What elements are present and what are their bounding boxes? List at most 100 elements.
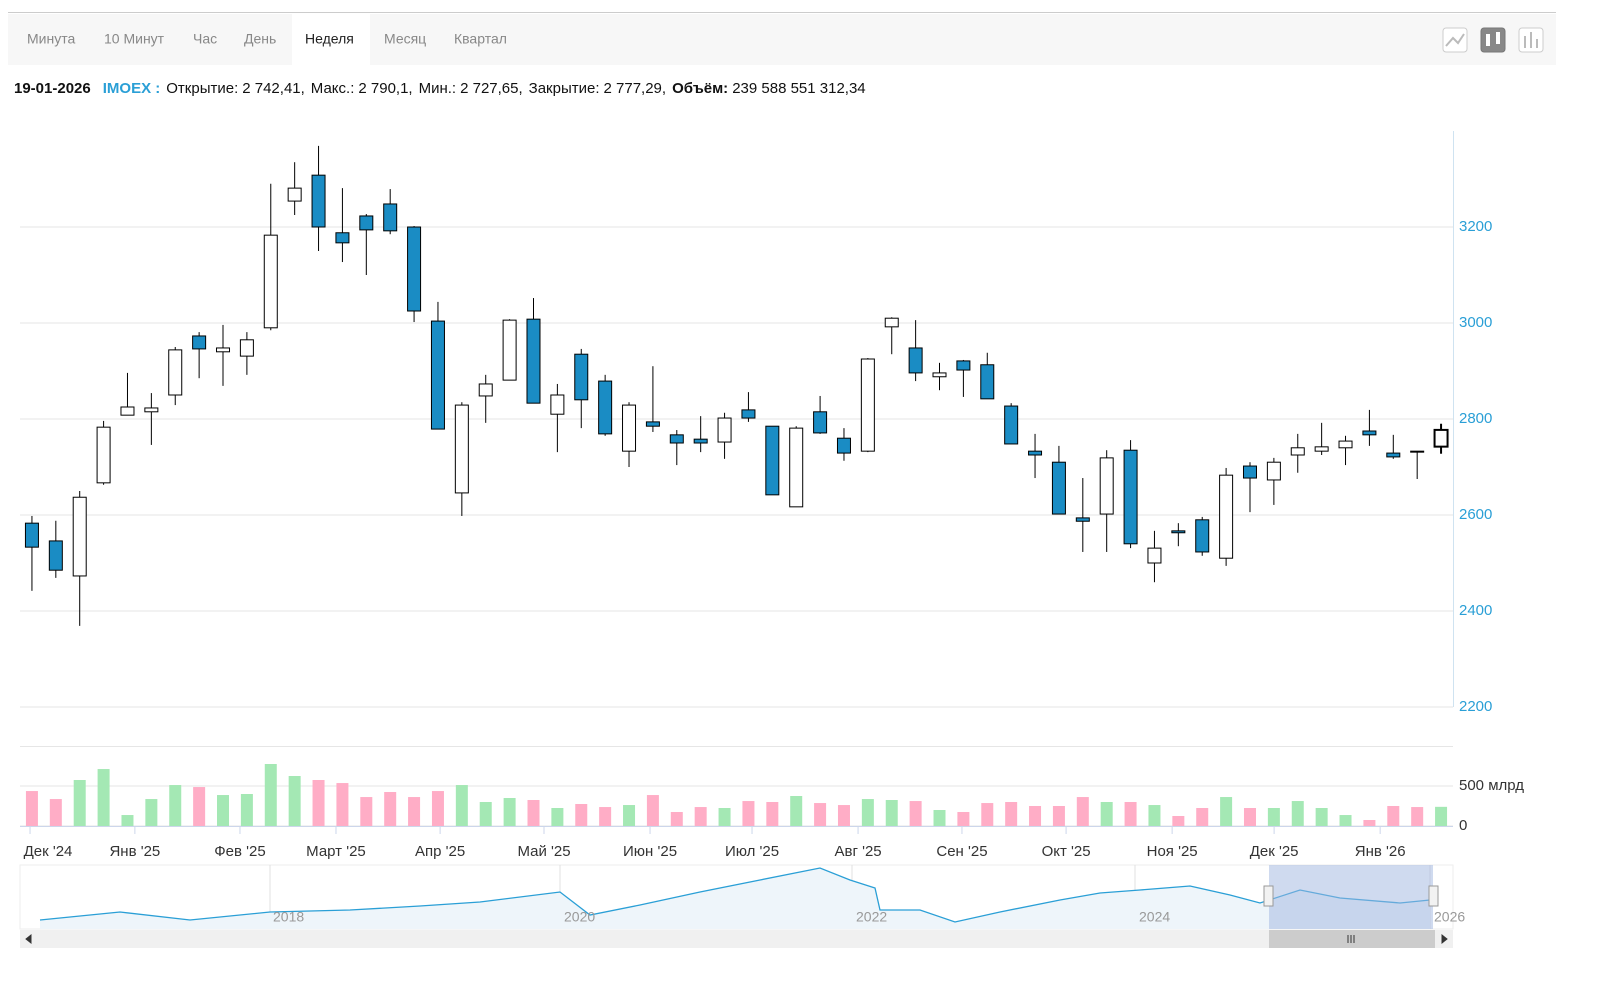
header-date: 19-01-2026 xyxy=(14,80,91,97)
candle-body xyxy=(717,417,732,443)
volume-bar xyxy=(1076,797,1089,826)
candle-body xyxy=(1147,547,1162,564)
navigator-handle[interactable] xyxy=(1263,885,1274,907)
volume-bar xyxy=(240,794,253,826)
x-tick-label: Фев '25 xyxy=(214,843,265,860)
volume-bar xyxy=(1339,815,1352,826)
candle-body xyxy=(956,360,971,371)
candle-body xyxy=(1219,474,1234,559)
header-value: 2 790,1, xyxy=(358,80,412,97)
tab[interactable]: Месяц xyxy=(384,31,426,47)
candle-body xyxy=(96,426,111,484)
candle-body xyxy=(693,438,708,444)
tab[interactable]: Квартал xyxy=(454,31,507,47)
tab[interactable]: Минута xyxy=(27,31,75,47)
volume-bar xyxy=(455,785,468,826)
tab[interactable]: День xyxy=(244,31,276,47)
volume-bar xyxy=(599,807,612,826)
volume-bar xyxy=(885,800,898,826)
x-tick-label: Авг '25 xyxy=(834,843,881,860)
x-tick-label: Дек '25 xyxy=(1250,843,1299,860)
volume-bar xyxy=(1387,806,1400,826)
y-tick-label: 2400 xyxy=(1459,602,1492,619)
tab[interactable]: Час xyxy=(193,31,217,47)
candle-body xyxy=(574,353,589,401)
candle-body xyxy=(1338,440,1353,449)
candle-icon[interactable] xyxy=(1480,27,1506,53)
volume-bar xyxy=(742,801,755,826)
candle-body xyxy=(144,407,159,413)
candle-body xyxy=(1075,517,1090,522)
volume-bar xyxy=(1172,816,1185,826)
tab[interactable]: Неделя xyxy=(305,31,354,47)
candle-body xyxy=(836,437,851,454)
volume-bar xyxy=(1411,807,1424,826)
candle-body xyxy=(120,406,135,416)
volume-bar xyxy=(312,780,325,826)
volume-bar xyxy=(503,798,516,826)
tab-bar xyxy=(8,14,1556,65)
candle-body xyxy=(526,318,541,404)
candle-icon-glyph xyxy=(1486,34,1490,46)
navigator-handle[interactable] xyxy=(1428,885,1439,907)
volume-bar xyxy=(145,799,158,826)
candle-body xyxy=(1099,457,1114,515)
volume-bar xyxy=(694,807,707,826)
candle-body xyxy=(598,380,613,435)
volume-bar xyxy=(1267,808,1280,826)
candle-body xyxy=(980,364,995,400)
candle-body xyxy=(1028,450,1043,456)
volume-bar xyxy=(1124,802,1137,826)
volume-bar xyxy=(909,801,922,826)
volume-bar xyxy=(527,800,540,826)
volume-bar xyxy=(1100,802,1113,826)
candle-body xyxy=(908,347,923,374)
volume-bar xyxy=(264,764,277,826)
navigator-line xyxy=(39,867,1431,923)
volume-bar xyxy=(718,808,731,826)
candle-body xyxy=(454,404,469,494)
scrollbar-thumb[interactable] xyxy=(1269,930,1435,948)
volume-bar xyxy=(646,795,659,826)
candle-body xyxy=(1266,461,1281,481)
candle-body xyxy=(645,421,660,427)
bar-icon-glyph xyxy=(1524,32,1538,48)
scrollbar-arrows xyxy=(25,933,1448,945)
candle-body xyxy=(359,215,374,231)
toolbar-icons xyxy=(1442,27,1544,53)
candle-body xyxy=(1004,405,1019,445)
candle-body xyxy=(1123,449,1138,545)
volume-bar xyxy=(431,791,444,826)
candle-body xyxy=(216,347,231,353)
candle-body xyxy=(311,174,326,228)
volume-bar xyxy=(97,769,110,826)
x-tick-label: Март '25 xyxy=(306,843,366,860)
candle-body xyxy=(239,339,254,357)
volume-bar xyxy=(1291,801,1304,826)
y-tick-label: 2800 xyxy=(1459,410,1492,427)
volume-bar xyxy=(933,810,946,826)
volume-bar xyxy=(861,799,874,826)
candle-body xyxy=(24,522,39,548)
volume-bar xyxy=(575,804,588,826)
volume-bar xyxy=(1315,808,1328,826)
volume-bar xyxy=(169,785,182,826)
plot: 2200 2400 2600 2800 3000 3200 0 500 млрд Дек '24… xyxy=(20,145,1524,860)
header-label: Мин.: xyxy=(419,80,457,97)
scrollbar[interactable] xyxy=(20,930,1453,948)
tabs: Минута 10 Минут Час День Неделя Месяц Квартал xyxy=(27,14,507,65)
volume-bar xyxy=(479,802,492,826)
candle-body xyxy=(1171,530,1186,534)
candle-body xyxy=(550,394,565,415)
y-tick-label: 3000 xyxy=(1459,314,1492,331)
candle-body xyxy=(765,425,780,496)
volume-bar xyxy=(1052,806,1065,826)
candle-body xyxy=(1242,465,1257,479)
volume-bar xyxy=(288,776,301,826)
tab[interactable]: 10 Минут xyxy=(104,31,165,47)
navigator-selection[interactable] xyxy=(1269,865,1433,929)
candle-body xyxy=(789,427,804,508)
x-tick-label: Май '25 xyxy=(517,843,570,860)
header-label: Макс.: xyxy=(311,80,355,97)
y-tick-label: 2200 xyxy=(1459,698,1492,715)
